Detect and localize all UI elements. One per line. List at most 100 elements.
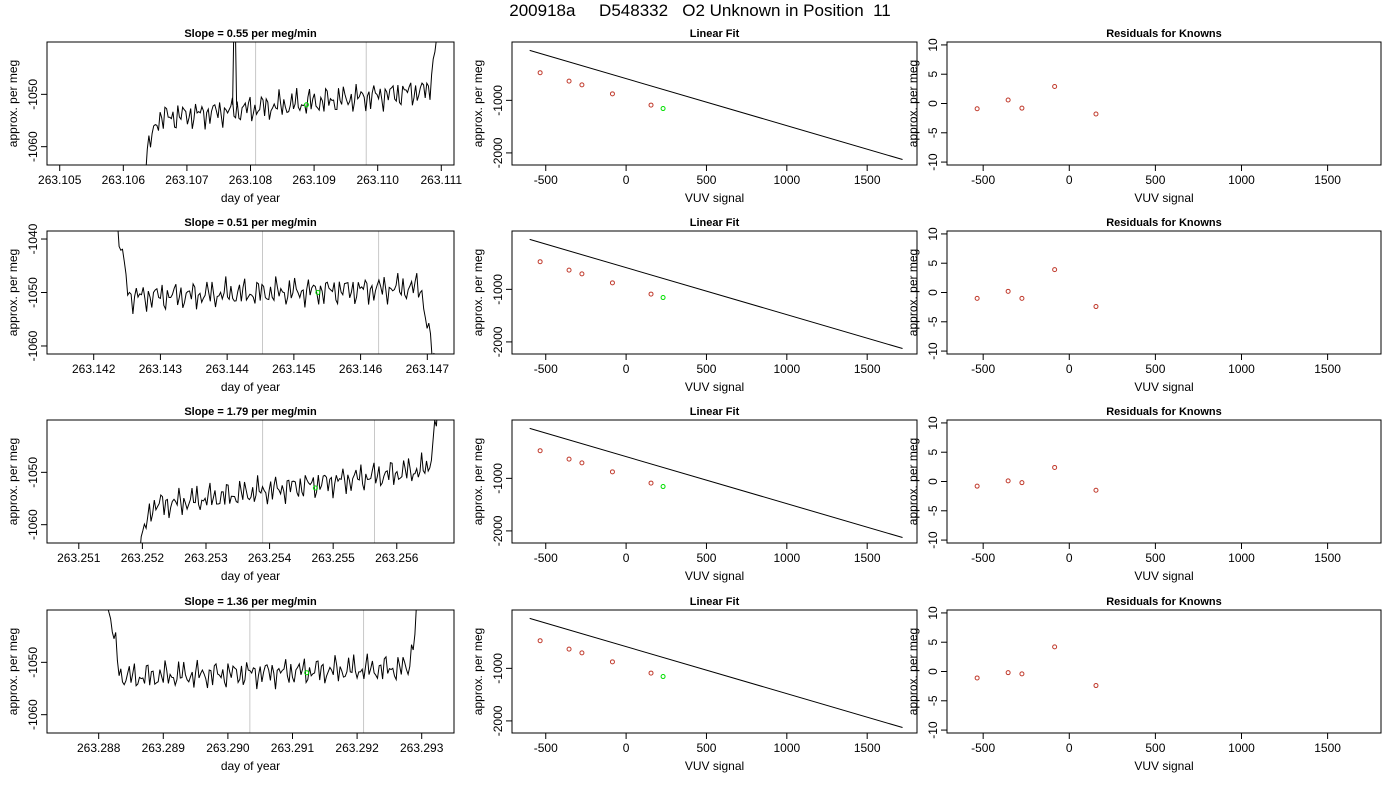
y-tick-label: 5 — [926, 260, 940, 267]
x-tick-label: -500 — [971, 362, 995, 376]
panel-title: Linear Fit — [690, 596, 740, 608]
x-tick-label: 1500 — [854, 173, 881, 187]
unknown-point — [660, 295, 666, 301]
x-axis-label: VUV signal — [685, 569, 744, 583]
y-tick-label: -1000 — [491, 85, 505, 116]
data-spike — [232, 42, 238, 105]
y-axis-label: approx. per meg — [6, 60, 20, 147]
plot-frame — [946, 230, 1382, 355]
plot-frame — [511, 230, 918, 355]
x-tick-label: 263.108 — [229, 173, 273, 187]
x-tick-label: 263.105 — [38, 173, 82, 187]
y-tick-label: 0 — [926, 289, 940, 296]
known-point — [1052, 464, 1058, 470]
plot-frame — [511, 609, 918, 734]
y-tick-label: 5 — [926, 449, 940, 456]
x-tick-label: -500 — [971, 173, 995, 187]
x-tick-label: -500 — [534, 741, 558, 755]
known-point — [579, 82, 585, 88]
fit-line — [529, 238, 903, 350]
y-tick-label: 10 — [926, 416, 940, 430]
panel-1-3: Residuals for Knowns -500 0 500 1000 1500 -10 -… — [906, 28, 1382, 205]
x-tick-label: 500 — [1145, 741, 1165, 755]
y-axis-label: approx. per meg — [471, 438, 485, 525]
x-tick-label: 1000 — [773, 173, 800, 187]
panel-3-3: Residuals for Knowns -500 0 500 1000 1500 -10 -… — [906, 406, 1382, 583]
x-tick-label: 263.144 — [205, 362, 249, 376]
x-tick-label: 263.251 — [57, 551, 101, 565]
plot-area — [529, 427, 903, 539]
x-tick-label: 1000 — [773, 551, 800, 565]
panel-1-1: Slope = 0.55 per meg/min 263.105 263.106 26… — [6, 28, 462, 205]
panel-title: Slope = 0.51 per meg/min — [184, 217, 317, 229]
y-axis-label: approx. per meg — [906, 60, 920, 147]
x-axis-label: VUV signal — [685, 380, 744, 394]
panel-2-3: Residuals for Knowns -500 0 500 1000 1500 -10 -… — [906, 217, 1382, 394]
y-tick-label: -5 — [926, 695, 940, 706]
plot-area — [104, 610, 417, 733]
y-tick-label: -5 — [926, 505, 940, 516]
known-point — [974, 483, 980, 489]
panel-4-1: Slope = 1.36 per meg/min 263.288 263.289 26… — [6, 596, 455, 773]
plot-frame — [511, 41, 918, 166]
known-point — [566, 456, 572, 462]
x-axis-label: VUV signal — [685, 759, 744, 773]
x-tick-label: 263.147 — [406, 362, 450, 376]
x-tick-label: 0 — [623, 551, 630, 565]
x-axis-label: VUV signal — [1134, 191, 1193, 205]
x-tick-label: 1500 — [1314, 362, 1341, 376]
x-tick-label: 263.146 — [339, 362, 383, 376]
x-tick-label: 1000 — [1228, 741, 1255, 755]
known-point — [1052, 644, 1058, 650]
known-point — [974, 675, 980, 681]
y-tick-label: -1000 — [491, 463, 505, 494]
known-point — [1019, 295, 1025, 301]
panel-3-2: Linear Fit -500 0 500 1000 1500 -1000 -2000 VUV … — [471, 406, 918, 583]
plot-frame — [46, 609, 455, 734]
known-point — [1005, 478, 1011, 484]
x-tick-label: 1000 — [773, 741, 800, 755]
y-tick-label: -1060 — [26, 131, 40, 162]
x-tick-label: 0 — [623, 173, 630, 187]
x-axis-label: VUV signal — [685, 191, 744, 205]
x-tick-label: 0 — [623, 741, 630, 755]
known-point — [1005, 97, 1011, 103]
known-point — [648, 102, 654, 108]
x-tick-label: 263.253 — [184, 551, 228, 565]
data-trace — [143, 42, 437, 165]
y-tick-label: 10 — [926, 227, 940, 241]
x-tick-label: 1500 — [854, 362, 881, 376]
x-tick-label: 500 — [696, 551, 716, 565]
known-point — [579, 650, 585, 656]
x-tick-label: 500 — [696, 173, 716, 187]
y-tick-label: -1060 — [26, 699, 40, 730]
known-point — [974, 295, 980, 301]
panel-2-1: Slope = 0.51 per meg/min 263.142 263.143 26… — [6, 217, 455, 394]
x-tick-label: 263.291 — [271, 741, 315, 755]
known-point — [579, 460, 585, 466]
x-axis-label: day of year — [221, 759, 280, 773]
known-point — [1005, 288, 1011, 294]
panel-title: Slope = 1.79 per meg/min — [184, 406, 317, 418]
x-tick-label: -500 — [971, 551, 995, 565]
panel-title: Linear Fit — [690, 28, 740, 40]
y-tick-label: -1000 — [491, 274, 505, 305]
y-tick-label: -10 — [926, 721, 940, 739]
x-tick-label: 500 — [1145, 551, 1165, 565]
y-tick-label: -10 — [926, 342, 940, 360]
y-tick-label: 0 — [926, 478, 940, 485]
plot-area — [974, 267, 1099, 310]
y-tick-label: 0 — [926, 100, 940, 107]
x-axis-label: day of year — [221, 191, 280, 205]
panel-title: Slope = 1.36 per meg/min — [184, 596, 317, 608]
x-tick-label: 500 — [1145, 362, 1165, 376]
x-tick-label: 1000 — [1228, 173, 1255, 187]
known-point — [537, 70, 543, 76]
panel-4-2: Linear Fit -500 0 500 1000 1500 -1000 -2000 VUV … — [471, 596, 918, 773]
x-tick-label: 263.109 — [292, 173, 336, 187]
plot-frame — [511, 419, 918, 544]
panel-title: Linear Fit — [690, 406, 740, 418]
y-tick-label: -5 — [926, 316, 940, 327]
plot-area — [117, 231, 435, 354]
known-point — [648, 480, 654, 486]
